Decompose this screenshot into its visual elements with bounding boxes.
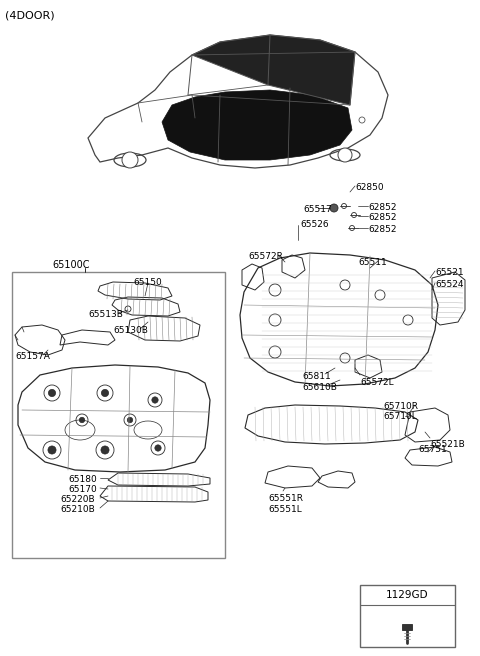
- Circle shape: [76, 414, 88, 426]
- Polygon shape: [192, 35, 355, 105]
- Circle shape: [330, 204, 338, 212]
- Circle shape: [152, 397, 158, 403]
- Text: 1129GD: 1129GD: [386, 590, 429, 600]
- Circle shape: [375, 290, 385, 300]
- Circle shape: [403, 315, 413, 325]
- Circle shape: [148, 393, 162, 407]
- Text: 65710L: 65710L: [383, 412, 417, 421]
- Text: 65610B: 65610B: [302, 383, 337, 392]
- Circle shape: [338, 148, 352, 162]
- Circle shape: [340, 353, 350, 363]
- Circle shape: [101, 390, 108, 397]
- Circle shape: [44, 385, 60, 401]
- Circle shape: [79, 417, 84, 422]
- Text: 65521: 65521: [435, 268, 464, 277]
- Bar: [402, 624, 412, 630]
- Circle shape: [269, 284, 281, 296]
- Circle shape: [101, 446, 109, 454]
- Circle shape: [340, 280, 350, 290]
- Text: 65511: 65511: [358, 258, 387, 267]
- Text: 65150: 65150: [133, 278, 162, 287]
- Text: 65551R: 65551R: [268, 494, 303, 503]
- Text: 65100C: 65100C: [52, 260, 89, 270]
- Text: 65524: 65524: [435, 280, 464, 289]
- Circle shape: [43, 441, 61, 459]
- Text: 65157A: 65157A: [15, 352, 50, 361]
- Circle shape: [124, 414, 136, 426]
- Circle shape: [127, 417, 132, 422]
- Text: 65517: 65517: [303, 205, 332, 214]
- Circle shape: [341, 203, 347, 209]
- Text: 65180: 65180: [68, 475, 97, 484]
- Text: 62852: 62852: [368, 225, 396, 234]
- Text: 65751: 65751: [418, 445, 447, 454]
- Circle shape: [125, 306, 131, 312]
- Circle shape: [96, 441, 114, 459]
- Text: 62850: 62850: [355, 183, 384, 192]
- Circle shape: [122, 152, 138, 168]
- Bar: [12, 272, 225, 558]
- Text: 65130B: 65130B: [113, 326, 148, 335]
- Text: 65170: 65170: [68, 485, 97, 494]
- Circle shape: [269, 314, 281, 326]
- Text: 65811: 65811: [302, 372, 331, 381]
- Text: 65526: 65526: [300, 220, 329, 229]
- Polygon shape: [162, 90, 352, 160]
- Circle shape: [151, 441, 165, 455]
- Circle shape: [155, 445, 161, 451]
- Circle shape: [48, 446, 56, 454]
- Circle shape: [359, 117, 365, 123]
- Text: 65220B: 65220B: [60, 495, 95, 504]
- Text: 65513B: 65513B: [88, 310, 123, 319]
- Circle shape: [97, 385, 113, 401]
- Text: 65521B: 65521B: [430, 440, 465, 449]
- Circle shape: [351, 213, 357, 218]
- Circle shape: [48, 390, 56, 397]
- Circle shape: [349, 226, 355, 230]
- Text: 65710R: 65710R: [383, 402, 418, 411]
- Text: 65572R: 65572R: [248, 252, 283, 261]
- Text: 65210B: 65210B: [60, 505, 95, 514]
- Text: 62852: 62852: [368, 213, 396, 222]
- Text: 65551L: 65551L: [268, 505, 302, 514]
- Text: (4DOOR): (4DOOR): [5, 10, 55, 20]
- Bar: [360, 585, 455, 647]
- Text: 62852: 62852: [368, 203, 396, 212]
- Text: 65572L: 65572L: [360, 378, 394, 387]
- Circle shape: [269, 346, 281, 358]
